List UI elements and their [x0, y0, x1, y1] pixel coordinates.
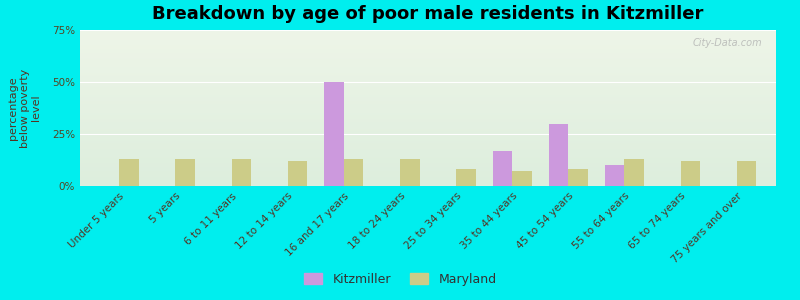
- Bar: [605, 165, 625, 186]
- Bar: [625, 159, 644, 186]
- Bar: [568, 169, 588, 186]
- Legend: Kitzmiller, Maryland: Kitzmiller, Maryland: [298, 268, 502, 291]
- Bar: [119, 159, 139, 186]
- Bar: [400, 159, 419, 186]
- Bar: [344, 159, 363, 186]
- Bar: [231, 159, 251, 186]
- Bar: [681, 161, 700, 186]
- Title: Breakdown by age of poor male residents in Kitzmiller: Breakdown by age of poor male residents …: [152, 5, 704, 23]
- Bar: [324, 82, 344, 186]
- Bar: [512, 171, 532, 186]
- Text: City-Data.com: City-Data.com: [693, 38, 762, 48]
- Bar: [737, 161, 756, 186]
- Bar: [175, 159, 195, 186]
- Text: percentage
below poverty
level: percentage below poverty level: [8, 68, 42, 148]
- Bar: [493, 151, 512, 186]
- Bar: [288, 161, 307, 186]
- Bar: [549, 124, 568, 186]
- Bar: [456, 169, 476, 186]
